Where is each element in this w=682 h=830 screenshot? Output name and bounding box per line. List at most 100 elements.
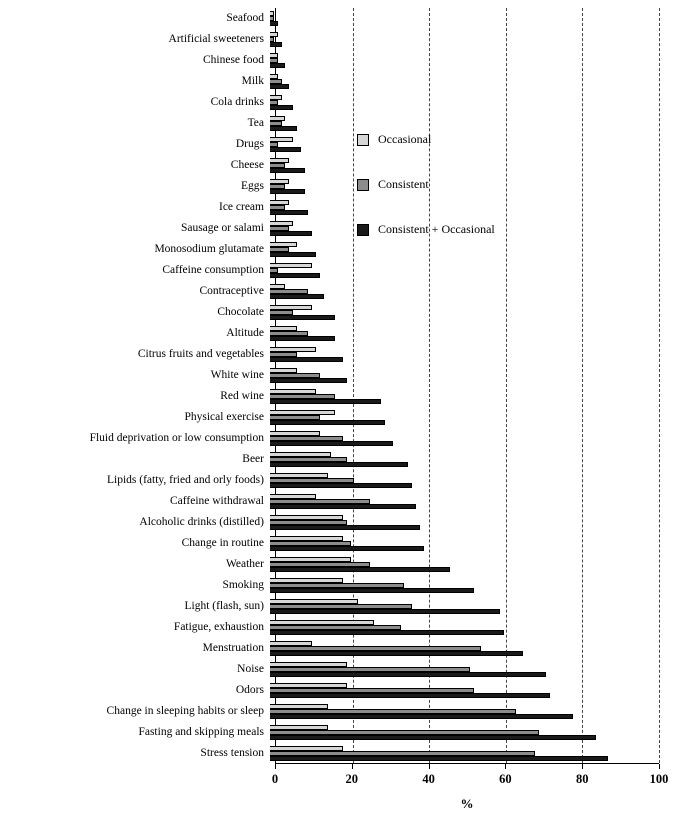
legend-item: Occasional bbox=[357, 132, 495, 147]
table-row: Fatigue, exhaustion bbox=[0, 617, 682, 638]
legend-label: Consistent bbox=[378, 177, 429, 191]
bar-consistent bbox=[270, 268, 278, 273]
gridline-100 bbox=[659, 8, 660, 763]
bar-consistent bbox=[270, 373, 320, 378]
bar-consistent bbox=[270, 751, 535, 756]
bar-occasional bbox=[270, 284, 286, 289]
bar-consistent-occasional bbox=[270, 210, 309, 215]
bar-consistent-occasional bbox=[270, 483, 413, 488]
category-label: Change in sleeping habits or sleep bbox=[106, 704, 264, 717]
x-tick-label-60: 60 bbox=[499, 772, 512, 786]
legend-label: Consistent + Occasional bbox=[378, 222, 495, 236]
table-row: Fasting and skipping meals bbox=[0, 722, 682, 743]
bar-occasional bbox=[270, 32, 278, 37]
bar-occasional bbox=[270, 179, 290, 184]
bar-consistent bbox=[270, 184, 286, 189]
legend: Occasional Consistent Consistent + Occasio… bbox=[357, 132, 495, 237]
category-label: Contraceptive bbox=[199, 284, 264, 297]
category-label: White wine bbox=[210, 368, 264, 381]
bar-group bbox=[270, 533, 654, 554]
bar-consistent-occasional bbox=[270, 756, 608, 761]
bar-consistent bbox=[270, 352, 297, 357]
plot-area bbox=[275, 8, 660, 764]
bar-consistent bbox=[270, 226, 290, 231]
bar-consistent-occasional bbox=[270, 21, 278, 26]
bar-group bbox=[270, 302, 654, 323]
bar-consistent-occasional bbox=[270, 252, 317, 257]
bar-consistent bbox=[270, 625, 401, 630]
bar-occasional bbox=[270, 200, 290, 205]
category-label: Light (flash, sun) bbox=[184, 599, 264, 612]
category-label: Change in routine bbox=[181, 536, 264, 549]
category-label: Altitude bbox=[226, 326, 264, 339]
table-row: Sausage or salami bbox=[0, 218, 682, 239]
bar-consistent-occasional bbox=[270, 294, 324, 299]
category-label: Seafood bbox=[226, 11, 264, 24]
bar-occasional bbox=[270, 494, 317, 499]
table-row: Chinese food bbox=[0, 50, 682, 71]
bar-occasional bbox=[270, 473, 328, 478]
bar-consistent-occasional bbox=[270, 336, 336, 341]
bar-occasional bbox=[270, 746, 343, 751]
bar-consistent bbox=[270, 394, 336, 399]
bar-consistent-occasional bbox=[270, 735, 597, 740]
x-tick-60 bbox=[505, 764, 507, 769]
bar-occasional bbox=[270, 578, 343, 583]
x-tick-20 bbox=[351, 764, 353, 769]
x-axis-ticks bbox=[275, 764, 660, 770]
bar-occasional bbox=[270, 242, 297, 247]
bar-group bbox=[270, 638, 654, 659]
bar-consistent-occasional bbox=[270, 63, 286, 68]
bar-consistent bbox=[270, 79, 282, 84]
bar-consistent-occasional bbox=[270, 147, 301, 152]
bar-consistent bbox=[270, 58, 278, 63]
bar-consistent bbox=[270, 562, 370, 567]
bar-group bbox=[270, 344, 654, 365]
bar-consistent-occasional bbox=[270, 84, 290, 89]
bar-occasional bbox=[270, 410, 336, 415]
bar-group bbox=[270, 134, 654, 155]
bar-consistent-occasional bbox=[270, 714, 574, 719]
x-tick-label-100: 100 bbox=[649, 772, 669, 786]
bar-consistent-occasional bbox=[270, 357, 343, 362]
bar-consistent-occasional bbox=[270, 441, 393, 446]
x-tick-label-40: 40 bbox=[422, 772, 435, 786]
category-label: Sausage or salami bbox=[180, 221, 264, 234]
table-row: Menstruation bbox=[0, 638, 682, 659]
bar-consistent bbox=[270, 709, 516, 714]
table-row: Weather bbox=[0, 554, 682, 575]
table-row: White wine bbox=[0, 365, 682, 386]
bar-group bbox=[270, 449, 654, 470]
bar-group bbox=[270, 29, 654, 50]
bar-occasional bbox=[270, 116, 286, 121]
table-row: Smoking bbox=[0, 575, 682, 596]
bar-group bbox=[270, 428, 654, 449]
table-row: Artificial sweeteners bbox=[0, 29, 682, 50]
bar-consistent-occasional bbox=[270, 42, 282, 47]
bar-occasional bbox=[270, 368, 297, 373]
bar-occasional bbox=[270, 326, 297, 331]
x-tick-0 bbox=[275, 764, 276, 769]
bar-consistent bbox=[270, 100, 278, 105]
category-label: Chinese food bbox=[202, 53, 264, 66]
table-row: Lipids (fatty, fried and orly foods) bbox=[0, 470, 682, 491]
bar-group bbox=[270, 8, 654, 29]
bar-group bbox=[270, 155, 654, 176]
bar-consistent bbox=[270, 415, 320, 420]
table-row: Cola drinks bbox=[0, 92, 682, 113]
bar-consistent-occasional bbox=[270, 651, 524, 656]
legend-swatch-icon bbox=[357, 223, 369, 236]
bar-consistent-occasional bbox=[270, 168, 305, 173]
bar-consistent-occasional bbox=[270, 231, 313, 236]
table-row: Caffeine consumption bbox=[0, 260, 682, 281]
bar-group bbox=[270, 491, 654, 512]
x-axis-title: % bbox=[460, 796, 474, 811]
bar-group bbox=[270, 701, 654, 722]
bar-consistent bbox=[270, 142, 278, 147]
table-row: Change in sleeping habits or sleep bbox=[0, 701, 682, 722]
table-row: Odors bbox=[0, 680, 682, 701]
table-row: Tea bbox=[0, 113, 682, 134]
table-row: Noise bbox=[0, 659, 682, 680]
